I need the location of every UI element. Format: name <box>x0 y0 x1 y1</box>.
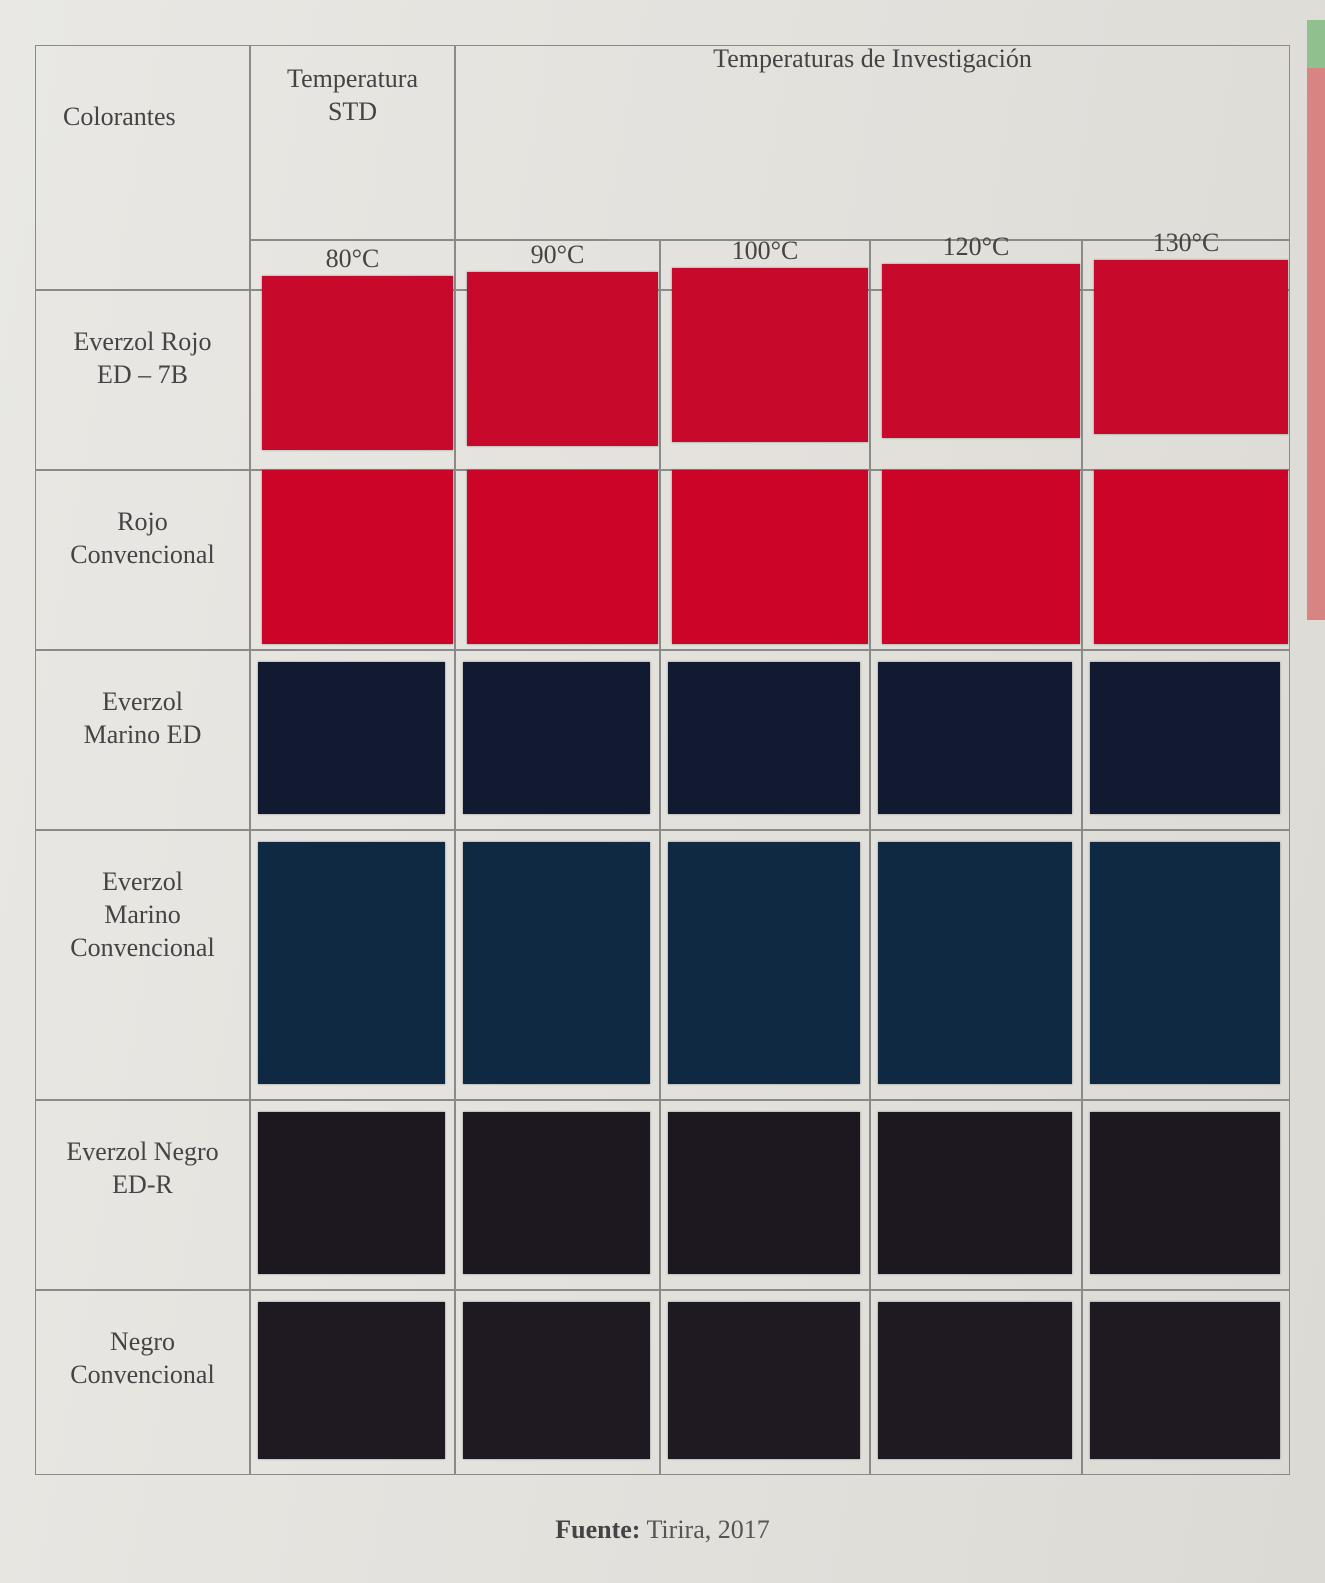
fabric-swatch <box>882 264 1080 438</box>
fabric-swatch <box>258 1112 445 1274</box>
temperature: 90°C <box>530 240 585 269</box>
header-cell <box>250 45 455 240</box>
fabric-swatch <box>1090 1112 1280 1274</box>
temperature: 130°C <box>1152 228 1220 257</box>
table-cell <box>1082 1290 1290 1475</box>
table-cell <box>660 1290 870 1475</box>
fabric-swatch <box>878 662 1072 814</box>
fabric-swatch <box>258 842 445 1084</box>
fabric-swatch <box>463 662 650 814</box>
row-label-cell <box>35 1290 250 1475</box>
page-edge <box>1307 20 1325 620</box>
fabric-swatch <box>672 470 868 644</box>
table-cell <box>870 650 1082 830</box>
table-cell <box>250 1290 455 1475</box>
table-cell <box>870 1290 1082 1475</box>
table-cell <box>250 650 455 830</box>
fabric-swatch <box>882 470 1080 644</box>
row-label-cell <box>35 290 250 470</box>
header-cell <box>35 45 250 290</box>
table-cell <box>660 1100 870 1290</box>
row-label-cell <box>35 470 250 650</box>
temperature: 80°C <box>325 244 380 273</box>
row-label-cell <box>35 650 250 830</box>
table-cell <box>1082 1100 1290 1290</box>
fabric-swatch <box>258 662 445 814</box>
fabric-swatch <box>668 842 860 1084</box>
row-label: Rojo Convencional <box>70 507 215 569</box>
fabric-swatch <box>1090 662 1280 814</box>
fabric-swatch <box>463 842 650 1084</box>
table-cell <box>660 830 870 1100</box>
fabric-swatch <box>668 1112 860 1274</box>
fabric-swatch <box>1094 260 1288 434</box>
fabric-swatch <box>878 1112 1072 1274</box>
row-label-cell <box>35 830 250 1100</box>
table-cell <box>250 830 455 1100</box>
temperature: 100°C <box>731 236 799 265</box>
fabric-swatch <box>878 842 1072 1084</box>
row-label-cell <box>35 1100 250 1290</box>
fabric-swatch <box>262 470 453 644</box>
table-cell <box>455 830 660 1100</box>
fabric-swatch <box>463 1112 650 1274</box>
source: Fuente: Tirira, 2017 <box>0 1515 1325 1545</box>
row-label: Everzol Negro ED-R <box>66 1137 219 1199</box>
fabric-swatch <box>1090 1302 1280 1459</box>
source-text: Tirira, 2017 <box>646 1515 770 1544</box>
fabric-swatch <box>262 276 453 450</box>
fabric-swatch <box>878 1302 1072 1459</box>
table-cell <box>455 1100 660 1290</box>
source-label: Fuente: <box>555 1515 641 1544</box>
table-cell <box>455 650 660 830</box>
fabric-swatch <box>1090 842 1280 1084</box>
row-label: Everzol Marino ED <box>83 687 202 749</box>
header-cell <box>455 45 1290 240</box>
fabric-swatch <box>1094 470 1288 644</box>
header-text: Temperatura STD <box>287 64 418 126</box>
header-text: Colorantes <box>63 102 176 131</box>
table-cell <box>870 1100 1082 1290</box>
fabric-swatch <box>668 1302 860 1459</box>
table-cell <box>455 1290 660 1475</box>
table-cell <box>870 830 1082 1100</box>
table-cell <box>1082 650 1290 830</box>
fabric-swatch <box>672 268 868 442</box>
fabric-swatch <box>258 1302 445 1459</box>
fabric-swatch <box>463 1302 650 1459</box>
row-label: Everzol Rojo ED – 7B <box>73 327 212 389</box>
table-cell <box>660 650 870 830</box>
temperature: 120°C <box>942 232 1010 261</box>
fabric-swatch <box>668 662 860 814</box>
table-cell <box>1082 830 1290 1100</box>
row-label: Everzol Marino Convencional <box>70 867 215 962</box>
header-text: Temperaturas de Investigación <box>713 44 1032 73</box>
row-label: Negro Convencional <box>70 1327 215 1389</box>
table-cell <box>250 1100 455 1290</box>
fabric-swatch <box>467 272 658 446</box>
fabric-swatch <box>467 470 658 644</box>
